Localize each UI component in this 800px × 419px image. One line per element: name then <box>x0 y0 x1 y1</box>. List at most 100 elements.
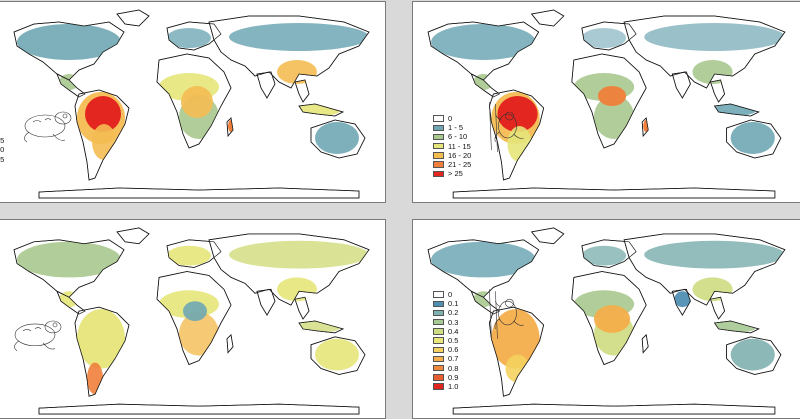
coastline <box>226 117 234 137</box>
coastline <box>256 71 276 99</box>
coastline <box>452 187 776 199</box>
coastline <box>166 239 222 268</box>
coastline <box>671 71 691 99</box>
legend-swatch <box>433 142 444 150</box>
map-panel-bottom-left <box>0 219 386 419</box>
coastline <box>74 306 130 397</box>
legend-swatch <box>433 337 444 344</box>
legend-item: 0.3 <box>433 318 458 327</box>
legend-swatch <box>433 161 444 168</box>
coastline <box>208 15 370 89</box>
legend-item: 0.8 <box>433 364 458 373</box>
coastline <box>74 89 130 181</box>
legend-item: 0.9 <box>433 373 458 382</box>
coastline <box>427 21 540 81</box>
land-greenland <box>530 9 565 27</box>
map-panel-bottom-right: 0 0.1 0.2 0.3 0.4 0.5 0.6 0.7 0.8 0.9 1.0 <box>412 219 800 419</box>
coastline <box>166 21 222 51</box>
legend-label: 0.2 <box>448 308 459 318</box>
legend-label: 0 <box>448 114 453 123</box>
legend-item: 16 - 20 <box>433 151 471 160</box>
legend-swatch <box>433 318 444 326</box>
coastline <box>581 239 637 268</box>
coastline <box>726 336 782 375</box>
coastline <box>713 320 760 334</box>
legend-label: 1.0 <box>448 382 459 392</box>
legend-item: 0.6 <box>433 345 458 354</box>
coastline <box>530 9 565 27</box>
coastline <box>489 306 545 397</box>
world-map-bottom-right <box>427 227 786 415</box>
coastline <box>726 119 782 159</box>
coastline <box>452 403 776 415</box>
legend-item: 0.2 <box>433 308 458 317</box>
richness-patch <box>593 95 635 139</box>
coastline <box>310 119 366 159</box>
legend-label: 25 <box>0 154 5 164</box>
richness-patch <box>730 122 775 154</box>
coastline <box>208 233 370 306</box>
coastline <box>470 73 501 98</box>
legend-item: 0.5 <box>433 336 458 345</box>
richness-layer <box>17 240 369 395</box>
world-map-top-right <box>427 9 786 199</box>
coastline <box>710 296 725 320</box>
legend-item: 0.7 <box>433 354 458 363</box>
coastline <box>427 239 540 298</box>
legend-swatch <box>433 355 444 363</box>
richness-patch <box>315 338 359 371</box>
frog-drawing <box>14 320 62 351</box>
coastline <box>310 336 366 375</box>
legend-label: 6 - 10 <box>448 132 468 142</box>
legend-item: > 25 <box>433 169 471 178</box>
legend-label: 11 - 15 <box>448 141 471 151</box>
legend-item: 0.4 <box>433 327 458 336</box>
richness-patch <box>431 241 536 278</box>
coastline <box>489 89 545 181</box>
legend-label: 0 <box>448 290 453 299</box>
legend-label: 0.3 <box>448 317 459 327</box>
legend-swatch <box>433 152 444 159</box>
treefrog-drawing <box>489 101 524 153</box>
richness-patch <box>92 124 116 160</box>
legend-top-left: 0152025 <box>0 127 4 170</box>
richness-patch <box>85 96 121 132</box>
legend-swatch <box>433 383 444 390</box>
richness-patch <box>597 86 627 106</box>
legend-label: > 25 <box>448 169 463 179</box>
coastline <box>116 227 150 245</box>
legend-swatch <box>433 374 444 381</box>
legend-swatch <box>433 328 444 335</box>
legend-item: 0.1 <box>433 299 458 308</box>
richness-patch <box>581 245 627 266</box>
richness-patch <box>17 24 121 60</box>
coastline <box>298 320 344 334</box>
coastline <box>56 290 86 315</box>
legend-item: 15 <box>0 136 4 145</box>
coastline <box>38 187 360 199</box>
coastline <box>530 227 565 245</box>
legend-label: 0.7 <box>448 354 459 364</box>
richness-patch <box>593 305 631 333</box>
richness-patch <box>497 96 538 132</box>
legend-swatch <box>433 115 444 122</box>
legend-label: 15 <box>0 136 5 146</box>
legend-label: 21 - 25 <box>448 160 472 170</box>
richness-patch <box>505 354 530 383</box>
richness-patch <box>87 362 103 395</box>
richness-patch <box>730 338 775 371</box>
richness-patch <box>167 28 211 48</box>
legend-item: 6 - 10 <box>433 132 471 141</box>
legend-item: 25 <box>0 155 4 164</box>
richness-patch <box>229 240 369 269</box>
legend-item <box>0 164 4 171</box>
richness-patch <box>167 245 211 266</box>
legend-label: 0.5 <box>448 336 459 346</box>
coastline <box>713 103 760 117</box>
richness-patch <box>315 122 359 154</box>
coastline <box>13 21 125 81</box>
coastline <box>156 271 232 366</box>
coastline <box>623 233 786 306</box>
